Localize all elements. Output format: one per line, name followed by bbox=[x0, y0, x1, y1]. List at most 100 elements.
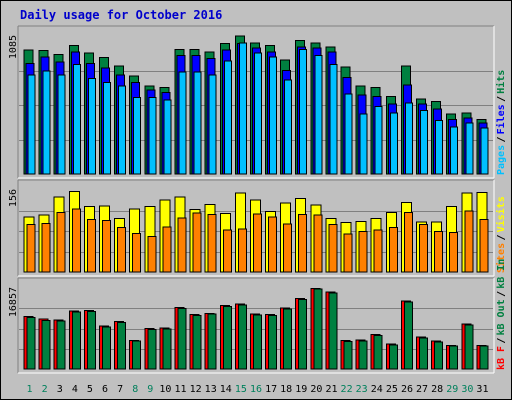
day-label-19: 19 bbox=[295, 384, 307, 395]
legend-requests-0: Hits bbox=[495, 70, 507, 94]
bar-kb-in-17 bbox=[268, 315, 278, 370]
bar-pages-18 bbox=[284, 79, 293, 175]
bar-pages-3 bbox=[57, 74, 66, 175]
legend-visits-1: Sites bbox=[495, 243, 507, 273]
day-label-12: 12 bbox=[190, 384, 202, 395]
day-label-7: 7 bbox=[117, 384, 123, 395]
bar-kb-in-16 bbox=[252, 314, 262, 370]
bar-sites-10 bbox=[162, 226, 172, 273]
bar-kb-in-18 bbox=[283, 308, 293, 370]
legend-volume-1: kB Out bbox=[496, 299, 507, 335]
day-label-31: 31 bbox=[476, 384, 488, 395]
bar-kb-in-12 bbox=[192, 315, 202, 370]
bar-pages-4 bbox=[72, 64, 81, 175]
bar-sites-22 bbox=[343, 233, 353, 273]
ytick-requests: 1085 bbox=[8, 35, 19, 59]
day-label-13: 13 bbox=[205, 384, 217, 395]
bar-kb-in-3 bbox=[56, 320, 66, 370]
bar-sites-15 bbox=[237, 228, 247, 273]
bar-kb-in-2 bbox=[41, 319, 51, 370]
day-label-21: 21 bbox=[325, 384, 337, 395]
bar-sites-23 bbox=[358, 231, 368, 273]
bar-kb-in-1 bbox=[26, 317, 36, 370]
bar-pages-22 bbox=[344, 93, 353, 175]
bar-pages-6 bbox=[102, 81, 111, 175]
bar-kb-in-14 bbox=[222, 306, 232, 370]
ytick-visits: 156 bbox=[8, 189, 19, 207]
bar-sites-18 bbox=[283, 223, 293, 273]
bar-kb-in-21 bbox=[328, 292, 338, 370]
day-label-9: 9 bbox=[147, 384, 153, 395]
bar-pages-25 bbox=[389, 112, 398, 175]
bar-sites-16 bbox=[252, 213, 262, 273]
bar-sites-14 bbox=[222, 229, 232, 273]
bar-pages-5 bbox=[87, 78, 96, 175]
bar-pages-23 bbox=[359, 113, 368, 175]
bar-sites-29 bbox=[449, 232, 459, 273]
bar-pages-7 bbox=[118, 85, 127, 175]
bar-sites-12 bbox=[192, 212, 202, 273]
bar-pages-20 bbox=[314, 55, 323, 175]
bar-pages-2 bbox=[42, 70, 51, 175]
bar-pages-16 bbox=[253, 52, 262, 175]
day-label-26: 26 bbox=[401, 384, 413, 395]
day-label-6: 6 bbox=[102, 384, 108, 395]
bar-pages-27 bbox=[420, 109, 429, 175]
bar-pages-31 bbox=[480, 127, 489, 175]
bar-sites-20 bbox=[313, 214, 323, 273]
bar-sites-19 bbox=[298, 214, 308, 273]
bar-sites-7 bbox=[117, 226, 127, 273]
bar-sites-30 bbox=[464, 210, 474, 273]
bar-kb-in-31 bbox=[479, 345, 489, 370]
bar-pages-11 bbox=[178, 71, 187, 175]
bar-kb-in-22 bbox=[343, 341, 353, 370]
bar-kb-in-4 bbox=[71, 311, 81, 370]
bar-kb-in-20 bbox=[313, 288, 323, 370]
bar-pages-29 bbox=[450, 126, 459, 175]
bar-kb-in-10 bbox=[162, 328, 172, 370]
bar-pages-30 bbox=[465, 122, 474, 175]
bar-kb-in-15 bbox=[237, 304, 247, 370]
bar-kb-in-5 bbox=[86, 310, 96, 370]
day-label-24: 24 bbox=[371, 384, 383, 395]
legend-requests-1: Files bbox=[495, 104, 507, 134]
day-label-17: 17 bbox=[265, 384, 277, 395]
bar-kb-in-13 bbox=[207, 313, 217, 370]
bar-pages-8 bbox=[133, 97, 142, 175]
bar-kb-in-11 bbox=[177, 307, 187, 370]
bar-pages-28 bbox=[435, 120, 444, 175]
bar-pages-13 bbox=[208, 74, 217, 175]
bar-kb-in-28 bbox=[434, 341, 444, 370]
bar-pages-24 bbox=[374, 106, 383, 175]
bar-kb-in-26 bbox=[403, 301, 413, 370]
bar-pages-26 bbox=[404, 102, 413, 175]
bar-kb-in-23 bbox=[358, 340, 368, 370]
bar-pages-17 bbox=[269, 56, 278, 175]
bar-pages-14 bbox=[223, 60, 232, 175]
bar-kb-in-24 bbox=[373, 334, 383, 370]
legend-visits-0: Visits bbox=[495, 196, 507, 232]
bar-sites-2 bbox=[41, 223, 51, 273]
day-label-15: 15 bbox=[235, 384, 247, 395]
day-label-2: 2 bbox=[42, 384, 48, 395]
day-label-27: 27 bbox=[416, 384, 428, 395]
bar-kb-in-9 bbox=[147, 329, 157, 370]
bar-sites-1 bbox=[26, 224, 36, 273]
legend-requests-2: Pages bbox=[496, 145, 507, 175]
bar-kb-in-6 bbox=[101, 326, 111, 370]
day-label-18: 18 bbox=[280, 384, 292, 395]
bar-sites-25 bbox=[388, 226, 398, 273]
chart-title: Daily usage for October 2016 bbox=[20, 8, 222, 22]
bar-pages-12 bbox=[193, 71, 202, 175]
day-label-20: 20 bbox=[310, 384, 322, 395]
day-label-11: 11 bbox=[174, 384, 186, 395]
day-label-29: 29 bbox=[446, 384, 458, 395]
day-label-30: 30 bbox=[461, 384, 473, 395]
legend-sep-volume-1: / bbox=[496, 338, 507, 344]
day-label-22: 22 bbox=[341, 384, 353, 395]
bar-sites-11 bbox=[177, 217, 187, 273]
bar-pages-15 bbox=[238, 42, 247, 175]
bar-sites-31 bbox=[479, 218, 489, 273]
bar-kb-in-30 bbox=[464, 324, 474, 370]
